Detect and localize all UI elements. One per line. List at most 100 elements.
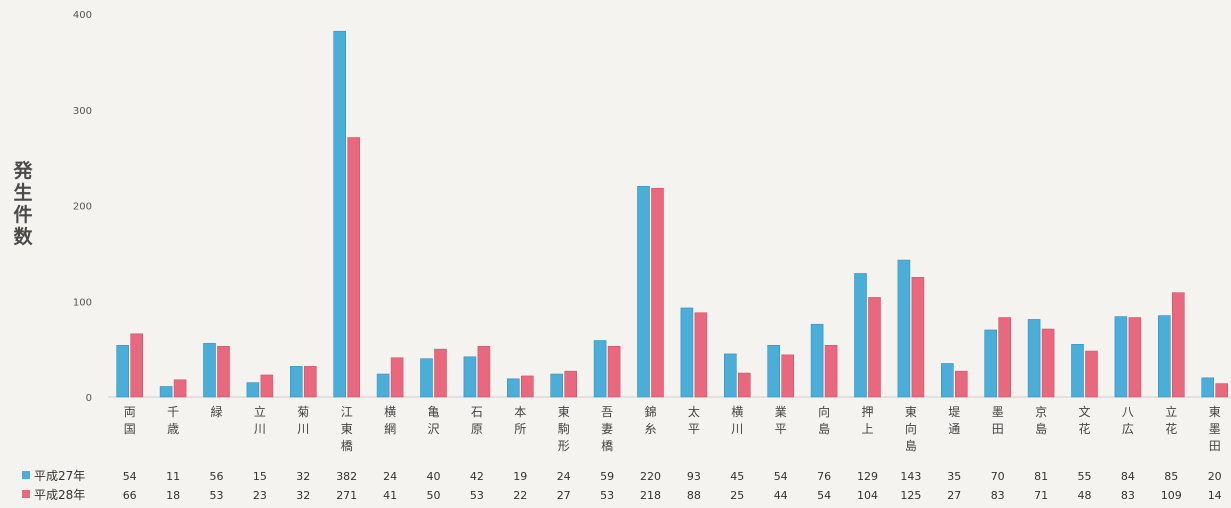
bar-h27-13 [637, 186, 650, 398]
bar-h28-9 [477, 345, 491, 398]
data-table-value: 24 [383, 470, 397, 483]
bar-h28-23 [1085, 350, 1098, 398]
category-label-char: 田 [992, 422, 1004, 436]
data-table-value: 70 [991, 470, 1005, 483]
category-label-char: 京 [1035, 405, 1047, 419]
category-label-char: 花 [1078, 421, 1090, 436]
category-label-char: 亀 [427, 405, 439, 419]
category-label-char: 石 [471, 405, 483, 419]
bar-h27-11 [550, 373, 564, 398]
bar-h27-10 [506, 378, 520, 398]
category-label-char: 堤 [948, 405, 960, 419]
category-label-char: 川 [254, 422, 266, 436]
bar-h27-16 [767, 344, 781, 398]
category-label-char: 糸 [644, 422, 656, 436]
bar-h28-22 [1041, 328, 1055, 398]
data-table-value: 27 [947, 489, 961, 502]
data-table-value: 271 [336, 489, 357, 502]
data-table-value: 24 [557, 470, 571, 483]
bar-h27-18 [854, 273, 867, 398]
data-table-value: 32 [296, 470, 310, 483]
data-table-value: 15 [253, 470, 267, 483]
bar-h27-25 [1158, 315, 1171, 398]
legend-label-h28: 平成28年 [34, 488, 85, 502]
data-table-value: 23 [253, 489, 267, 502]
category-label-char: 平 [775, 422, 787, 436]
bar-h28-2 [173, 379, 187, 398]
category-label-char: 横 [384, 405, 396, 419]
data-table-value: 93 [687, 470, 701, 483]
bar-h27-21 [984, 329, 998, 398]
data-table-value: 109 [1161, 489, 1182, 502]
category-label-char: 国 [124, 422, 136, 436]
bar-h28-18 [868, 297, 881, 398]
data-table-value: 54 [817, 489, 831, 502]
category-label-char: 向 [818, 404, 830, 419]
bar-h28-3 [217, 345, 230, 398]
bar-h28-4 [260, 374, 274, 398]
data-table-value: 59 [600, 470, 614, 483]
category-label-char: 島 [818, 421, 830, 436]
data-table-value: 143 [900, 470, 921, 483]
data-table-value: 104 [857, 489, 878, 502]
category-label-char: 千 [167, 405, 179, 419]
category-label-char: 沢 [427, 422, 439, 436]
category-label-char: 橋 [341, 439, 353, 453]
bar-h27-6 [333, 30, 347, 398]
category-label-char: 文 [1078, 404, 1090, 419]
bar-h27-15 [723, 353, 737, 398]
bar-h27-24 [1114, 316, 1128, 398]
data-table-value: 53 [210, 489, 224, 502]
bar-h27-9 [463, 356, 477, 398]
legend-swatch-h28 [22, 490, 30, 498]
bar-h27-19 [897, 259, 911, 398]
category-label-char: 緑 [210, 404, 222, 419]
data-table-value: 22 [513, 489, 527, 502]
bar-h27-14 [680, 307, 694, 398]
data-table-value: 83 [991, 489, 1005, 502]
bar-h28-12 [607, 345, 621, 398]
bar-h27-5 [289, 366, 303, 398]
category-label-char: 立 [254, 404, 266, 419]
category-label-char: 広 [1122, 422, 1134, 436]
category-label-char: 吾 [601, 405, 613, 419]
data-table-value: 53 [600, 489, 614, 502]
bar-h27-4 [246, 382, 260, 398]
data-table-value: 14 [1208, 489, 1222, 502]
data-table-value: 25 [730, 489, 744, 502]
data-table-value: 220 [640, 470, 661, 483]
bar-h28-21 [998, 317, 1012, 398]
bar-h27-7 [376, 373, 390, 398]
data-table-value: 32 [296, 489, 310, 502]
category-label-char: 向 [905, 421, 917, 436]
category-label-char: 江 [341, 405, 353, 419]
category-label-char: 菊 [297, 405, 309, 419]
category-label-char: 太 [688, 404, 700, 419]
data-table-value: 27 [557, 489, 571, 502]
bar-h28-26 [1215, 383, 1228, 398]
data-table-value: 50 [427, 489, 441, 502]
category-label-char: 橋 [601, 439, 613, 453]
bar-h28-16 [781, 354, 795, 398]
data-table-value: 84 [1121, 470, 1135, 483]
data-table-value: 54 [774, 470, 788, 483]
data-table-value: 125 [900, 489, 921, 502]
bar-h28-25 [1172, 292, 1185, 398]
bar-h28-10 [520, 375, 534, 398]
legend-swatch-h27 [22, 471, 30, 479]
bar-h27-22 [1027, 319, 1041, 398]
bar-h28-17 [824, 344, 838, 398]
y-tick-label: 200 [73, 202, 92, 213]
data-table-value: 20 [1208, 470, 1222, 483]
bar-h28-13 [651, 187, 664, 398]
bar-h27-12 [593, 340, 607, 398]
category-label-char: 妻 [601, 422, 613, 436]
data-table-value: 42 [470, 470, 484, 483]
category-label-char: 錦 [644, 404, 656, 419]
data-table-value: 45 [730, 470, 744, 483]
legend-label-h27: 平成27年 [34, 469, 85, 483]
y-axis-label: 発生件数 [13, 160, 33, 248]
bar-h27-8 [420, 358, 433, 398]
data-table-value: 11 [166, 470, 180, 483]
